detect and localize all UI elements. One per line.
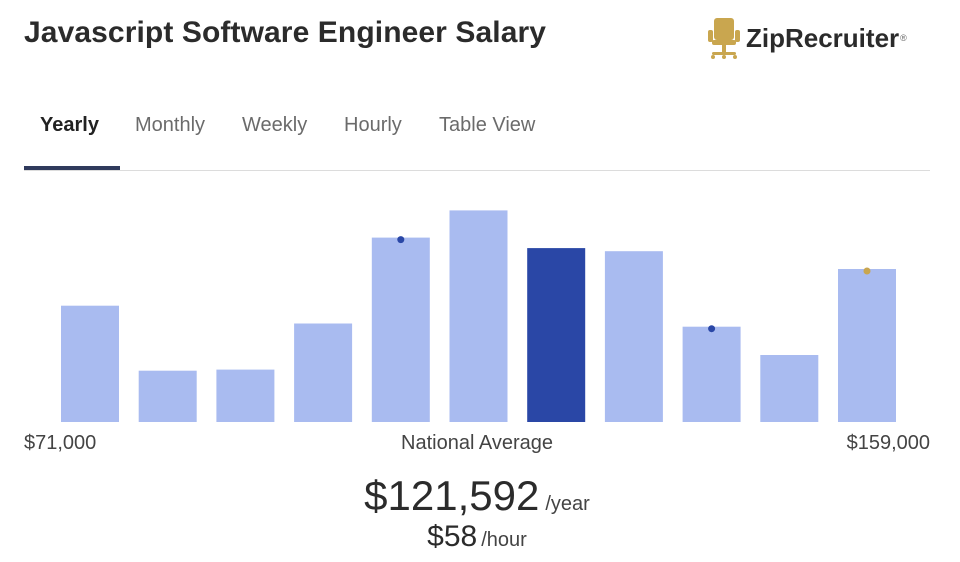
tab-weekly[interactable]: Weekly (242, 114, 308, 136)
yearly-salary-unit: /year (545, 493, 590, 515)
max-salary-label: $159,000 (846, 432, 930, 454)
histogram-bar[interactable] (682, 326, 741, 422)
histogram-bar[interactable] (61, 305, 119, 422)
tab-monthly[interactable]: Monthly (135, 114, 206, 136)
bar-marker-dot (708, 325, 716, 333)
histogram-bar-average[interactable] (527, 248, 586, 422)
bar-marker-dot (863, 267, 871, 275)
period-tabs: Yearly Monthly Weekly Hourly Table View (24, 96, 930, 171)
histogram-bar[interactable] (294, 323, 353, 423)
min-salary-label: $71,000 (24, 432, 97, 454)
yearly-salary-value: $121,592 (364, 472, 540, 519)
hourly-salary-unit: /hour (481, 529, 527, 551)
salary-histogram (61, 210, 896, 423)
histogram-bar[interactable] (216, 369, 275, 422)
histogram-bar[interactable] (449, 210, 508, 422)
histogram-bar[interactable] (760, 355, 819, 422)
tab-yearly[interactable]: Yearly (40, 114, 99, 136)
ziprecruiter-logo[interactable]: ZipRecruiter ® (706, 14, 936, 62)
hourly-salary: $58/hour (0, 520, 954, 554)
registered-mark: ® (900, 33, 907, 43)
histogram-bar[interactable] (138, 370, 197, 422)
histogram-bar[interactable] (838, 269, 896, 422)
histogram-bar[interactable] (371, 237, 430, 422)
hourly-salary-value: $58 (427, 520, 478, 553)
histogram-bar[interactable] (604, 251, 663, 422)
active-tab-indicator (24, 166, 120, 170)
page-title: Javascript Software Engineer Salary (24, 16, 547, 49)
tab-table-view[interactable]: Table View (439, 114, 536, 136)
national-average-label: National Average (401, 432, 553, 454)
chair-icon (708, 18, 740, 59)
tab-hourly[interactable]: Hourly (344, 114, 402, 136)
logo-text: ZipRecruiter (746, 22, 900, 53)
yearly-salary: $121,592/year (0, 472, 954, 520)
bar-marker-dot (397, 236, 405, 244)
